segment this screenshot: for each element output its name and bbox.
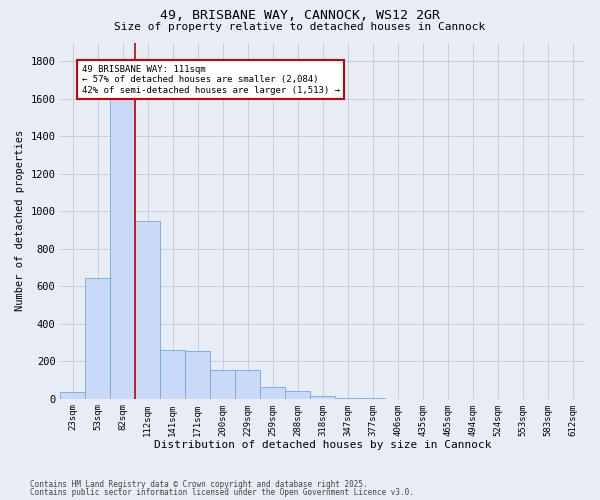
Bar — [260, 386, 285, 398]
X-axis label: Distribution of detached houses by size in Cannock: Distribution of detached houses by size … — [154, 440, 491, 450]
Y-axis label: Number of detached properties: Number of detached properties — [15, 130, 25, 311]
Bar — [310, 396, 335, 398]
Bar — [185, 351, 210, 399]
Bar — [235, 370, 260, 398]
Text: 49 BRISBANE WAY: 111sqm
← 57% of detached houses are smaller (2,084)
42% of semi: 49 BRISBANE WAY: 111sqm ← 57% of detache… — [82, 65, 340, 95]
Bar — [136, 220, 160, 398]
Text: Contains public sector information licensed under the Open Government Licence v3: Contains public sector information licen… — [30, 488, 414, 497]
Bar — [285, 391, 310, 398]
Text: 49, BRISBANE WAY, CANNOCK, WS12 2GR: 49, BRISBANE WAY, CANNOCK, WS12 2GR — [160, 9, 440, 22]
Text: Contains HM Land Registry data © Crown copyright and database right 2025.: Contains HM Land Registry data © Crown c… — [30, 480, 368, 489]
Bar — [160, 350, 185, 399]
Bar — [85, 278, 110, 398]
Bar — [110, 80, 136, 398]
Bar — [210, 370, 235, 398]
Text: Size of property relative to detached houses in Cannock: Size of property relative to detached ho… — [115, 22, 485, 32]
Bar — [61, 392, 85, 398]
